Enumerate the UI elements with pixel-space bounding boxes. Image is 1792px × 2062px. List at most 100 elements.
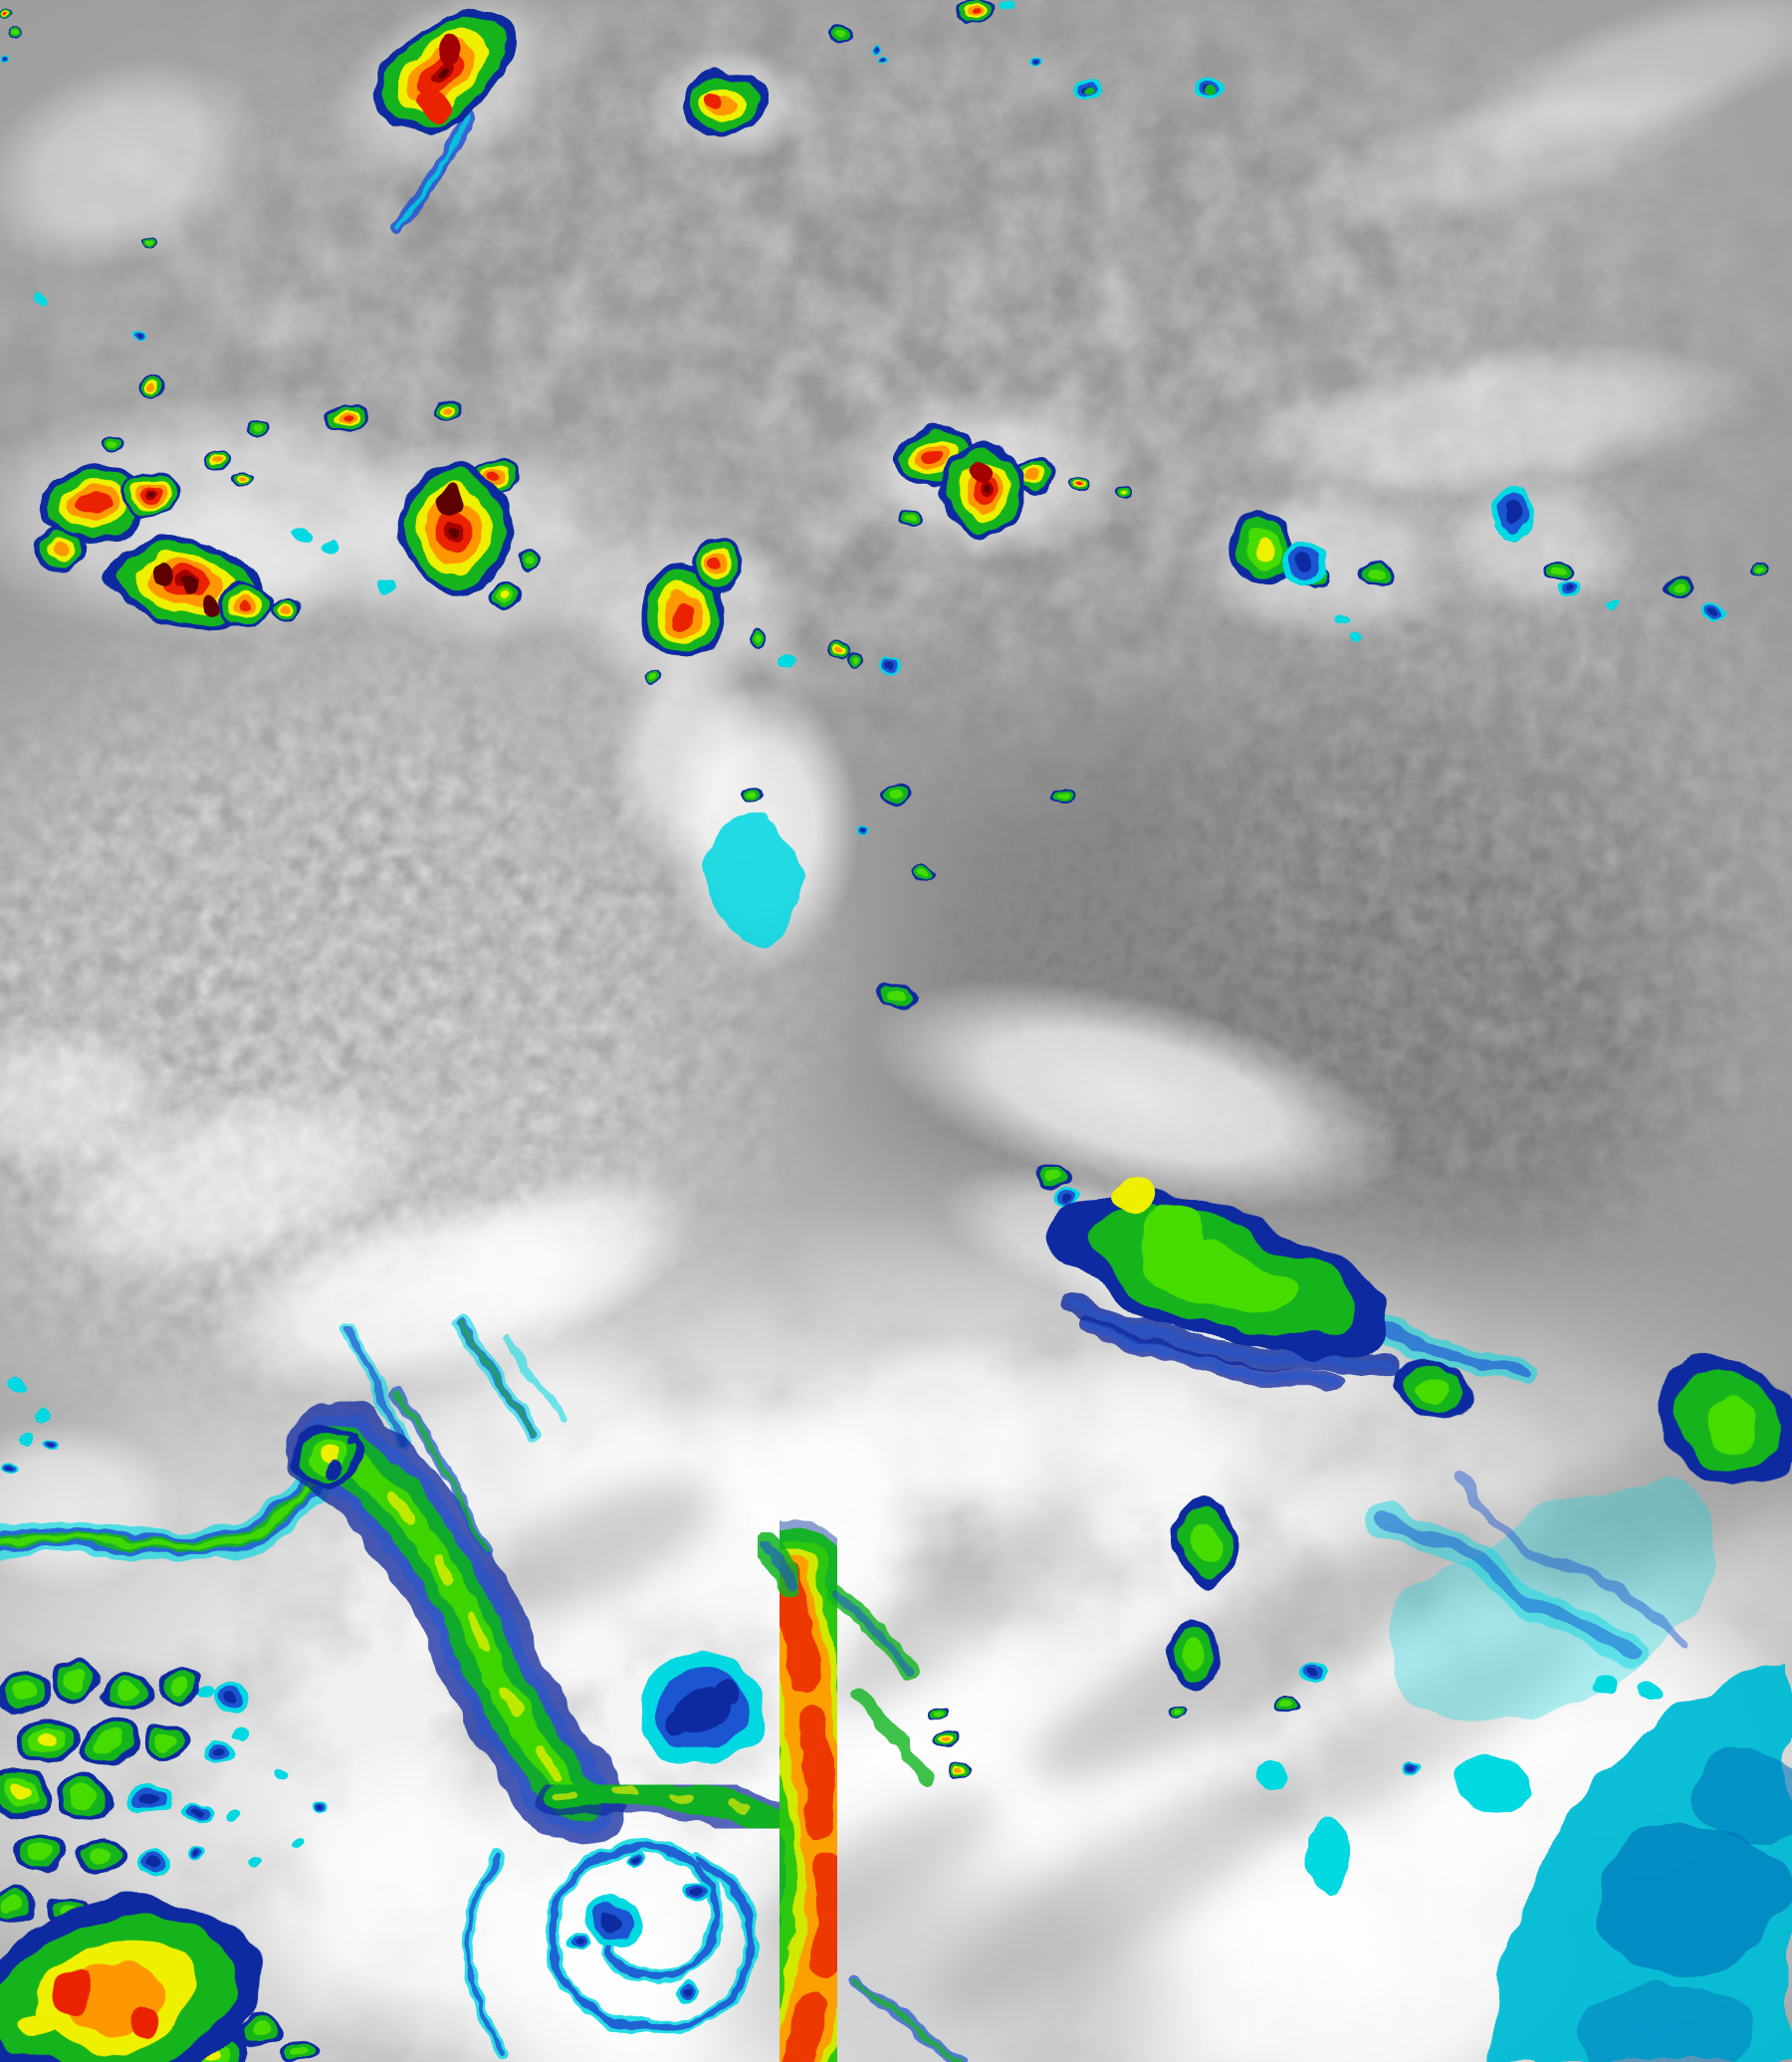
storm-cell: [271, 597, 303, 621]
storm-cell: [638, 1653, 762, 1772]
storm-cell: [141, 236, 157, 248]
storm-core: [706, 1679, 734, 1707]
storm-cell: [143, 1722, 191, 1758]
storm-cell: [627, 1854, 647, 1870]
storm-cell: [1033, 1164, 1067, 1190]
storm-cell: [915, 866, 937, 882]
storm-cell: [138, 1852, 170, 1876]
storm-cell: [127, 1784, 171, 1816]
storm-cell: [744, 786, 764, 802]
storm-cell: [399, 466, 511, 593]
storm-cell: [323, 540, 338, 552]
storm-cell: [3, 1464, 17, 1474]
storm-cell: [1360, 564, 1394, 587]
storm-cell: [584, 1894, 644, 1946]
storm-cell: [1300, 1663, 1328, 1683]
storm-cell: [956, 0, 996, 27]
storm-cell: [870, 45, 882, 55]
storm-cell: [488, 581, 524, 609]
storm-cell: [936, 1731, 960, 1749]
storm-cell: [247, 1855, 261, 1865]
storm-cell: [896, 509, 920, 527]
storm-cell: [33, 1410, 51, 1422]
storm-cell: [310, 1797, 328, 1811]
storm-cell: [36, 532, 88, 568]
storm-core: [1205, 84, 1217, 96]
storm-cell: [186, 1848, 202, 1860]
storm-cell: [249, 420, 269, 436]
storm-cell: [48, 1441, 62, 1451]
storm-core: [329, 1462, 344, 1478]
storm-cell: [845, 653, 863, 667]
storm-cell: [1640, 1685, 1662, 1701]
storm-cell: [1252, 1762, 1290, 1788]
storm-cell: [1590, 1676, 1616, 1694]
storm-cell: [231, 470, 253, 486]
storm-cell: [20, 1436, 36, 1448]
storm-cell: [157, 1669, 201, 1701]
storm-cell: [57, 1777, 112, 1817]
storm-cell: [325, 403, 366, 433]
storm-cell: [213, 1684, 249, 1712]
storm-cell: [1, 54, 11, 62]
satellite-image-viewport: [0, 0, 1792, 2062]
storm-cell: [1277, 1698, 1301, 1716]
storm-cell: [1609, 598, 1621, 608]
storm-cell: [642, 670, 662, 684]
storm-cell: [1051, 788, 1075, 805]
storm-cell: [185, 1802, 213, 1822]
storm-cell: [883, 785, 909, 804]
storm-cell: [14, 1832, 66, 1872]
storm-cell: [235, 1727, 253, 1741]
storm-cell: [1166, 1619, 1224, 1691]
storm-cell: [680, 70, 764, 135]
storm-cell: [34, 294, 46, 304]
storm-cell: [882, 658, 900, 672]
storm-cell: [565, 1933, 589, 1950]
storm-cell: [855, 824, 871, 836]
storm-cell: [926, 1706, 946, 1719]
storm-cell: [121, 474, 181, 518]
storm-cell: [78, 1722, 137, 1766]
storm-cell: [1113, 485, 1133, 499]
storm-cell: [1308, 1814, 1352, 1894]
front-green-arm: [560, 1792, 773, 1821]
storm-core: [707, 88, 725, 106]
storm-cell: [51, 1663, 99, 1699]
storm-cell: [1493, 486, 1533, 542]
storm-cell: [203, 1740, 235, 1764]
satellite-ir-image: [0, 0, 1792, 2062]
storm-cell: [828, 642, 850, 658]
storm-cell: [1070, 476, 1092, 492]
storm-core: [1087, 85, 1097, 95]
storm-cell: [1556, 581, 1578, 597]
storm-cell: [1751, 563, 1769, 576]
storm-cell: [1055, 1189, 1077, 1205]
storm-cell: [8, 1379, 28, 1393]
storm-cell: [1029, 57, 1041, 67]
storm-cell: [1703, 605, 1725, 621]
storm-cell: [1546, 562, 1572, 581]
storm-cell: [1350, 632, 1362, 642]
storm-cell: [276, 1768, 292, 1780]
storm-cell: [219, 584, 273, 624]
storm-core: [965, 460, 989, 484]
storm-cell: [1335, 614, 1349, 624]
storm-cell: [1000, 2, 1015, 14]
storm-cell: [435, 400, 465, 422]
storm-cell: [132, 329, 146, 339]
storm-cell: [879, 57, 889, 65]
storm-cell: [949, 1762, 969, 1778]
storm-cell: [1172, 1497, 1237, 1585]
storm-cell: [379, 580, 397, 594]
storm-cell: [136, 374, 166, 396]
storm-cell: [1405, 1761, 1423, 1775]
storm-cell: [675, 1982, 699, 2000]
storm-cell: [517, 550, 543, 570]
storm-cell: [100, 434, 123, 452]
storm-cell: [227, 1812, 241, 1822]
storm-cell: [1661, 573, 1694, 597]
storm-cell: [10, 29, 22, 39]
storm-cell: [291, 528, 311, 542]
storm-cell: [293, 1837, 305, 1847]
